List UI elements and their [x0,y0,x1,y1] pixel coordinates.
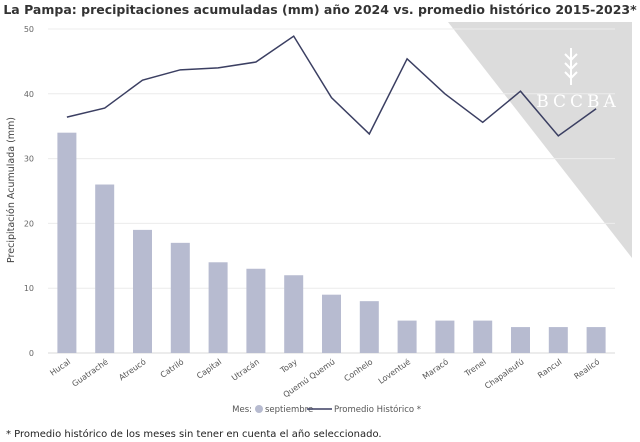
bar[interactable] [133,229,152,353]
bar[interactable] [170,242,190,353]
bar[interactable] [246,268,266,353]
x-tick-label: Capital [195,357,223,380]
x-tick-label: Guatraché [70,356,110,388]
line-point [65,115,69,119]
line-point [443,92,447,96]
wheat-icon [564,48,578,85]
y-tick-label: 20 [24,219,34,228]
line-point [594,107,598,111]
x-tick-label: Atreucó [117,356,148,382]
line-point [141,78,145,82]
y-tick-label: 50 [24,25,34,34]
line-point [103,106,107,110]
x-tick-label: Rancul [536,357,563,380]
bar[interactable] [359,301,379,353]
legend-item-line[interactable]: Promedio Histórico * [334,404,421,415]
line-point [405,57,409,61]
x-tick-label: Toay [278,357,299,375]
bar[interactable] [435,320,455,353]
bar[interactable] [57,132,77,353]
x-tick-label: Chapaleufú [483,357,526,391]
y-tick-label: 10 [24,284,34,293]
x-tick-label: Catriló [158,356,185,379]
x-tick-label: Conhelo [343,357,375,383]
bar[interactable] [322,294,341,353]
x-tick-label: Trenel [462,357,488,379]
x-tick-label: Hucal [48,357,72,377]
line-point [330,96,334,100]
watermark-shape [448,22,632,258]
line-point [178,68,182,72]
x-tick-label: Loventué [376,356,412,385]
y-tick-label: 0 [29,349,34,358]
bar[interactable] [548,327,568,353]
bar[interactable] [586,327,606,353]
bar[interactable] [397,320,417,353]
legend-bar-marker [255,405,263,413]
line-point [216,66,220,70]
line-point [556,134,560,138]
bar[interactable] [473,320,493,353]
y-tick-label: 30 [24,155,34,164]
line-series [66,35,597,137]
legend-item-bar[interactable]: septiembre [265,405,313,415]
x-tick-label: Maracó [420,356,450,381]
line-point [519,89,523,93]
bar[interactable] [511,327,530,353]
line-point [292,34,296,38]
x-tick-label: Realicó [572,356,601,381]
line-point [254,60,258,64]
y-tick-label: 40 [24,90,34,99]
y-axis-label: Precipitación Acumulada (mm) [6,117,17,263]
bar[interactable] [284,275,304,353]
legend-prefix: Mes: [232,405,252,415]
x-tick-label: Utracán [230,357,261,382]
watermark-text: BCCBA [536,92,620,112]
line-point [367,132,371,136]
footnote: * Promedio histórico de los meses sin te… [6,428,382,440]
bar[interactable] [95,184,115,353]
chart-title: La Pampa: precipitaciones acumuladas (mm… [3,2,637,17]
line-point [481,120,485,124]
legend: Mes: septiembre Promedio Histórico * [232,404,421,415]
bar[interactable] [208,262,228,353]
